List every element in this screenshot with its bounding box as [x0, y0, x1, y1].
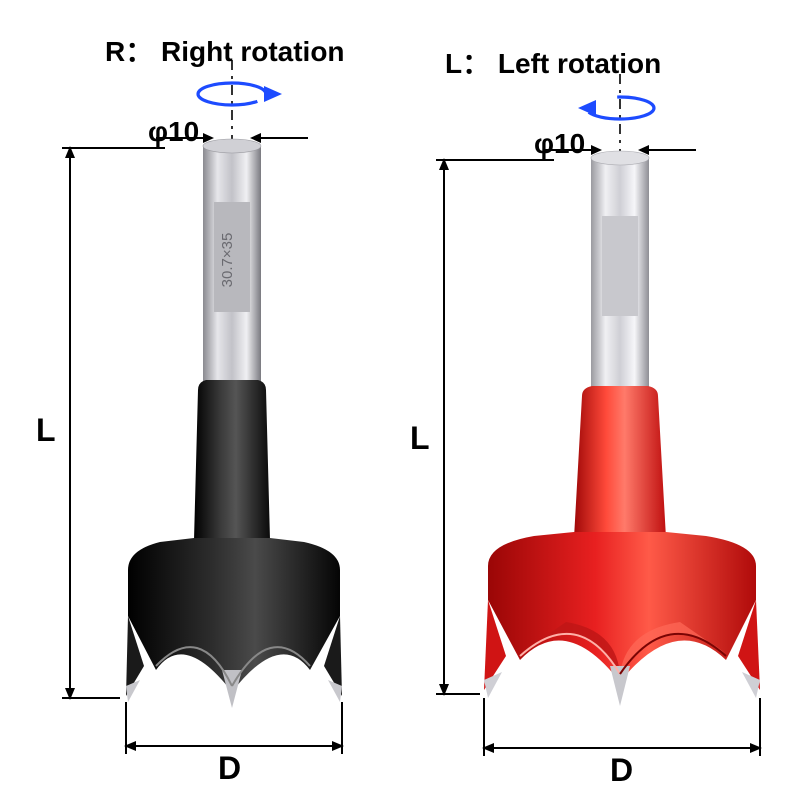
shank-marking-left: 30.7×35 [219, 233, 236, 288]
left-bit-diagram: 30.7×35 [0, 30, 400, 800]
diameter-dim-left [124, 702, 344, 754]
shank-right [591, 151, 649, 398]
length-label-right: L [410, 420, 430, 457]
diameter-dim-right [482, 698, 762, 756]
shank-left: 30.7×35 [203, 139, 261, 394]
diameter-label-right: D [610, 752, 633, 789]
head-right [484, 532, 760, 706]
rotation-arrow-right [578, 97, 654, 119]
rotation-arrow-left [198, 83, 282, 105]
carbide-tip-right [610, 666, 630, 706]
phi10-label-right: φ10 [534, 128, 585, 160]
length-label-left: L [36, 412, 56, 449]
phi10-label-left: φ10 [148, 116, 199, 148]
body-left [194, 380, 270, 540]
diameter-label-left: D [218, 750, 241, 787]
head-left [126, 538, 342, 708]
right-bit-diagram [380, 30, 800, 800]
body-right [574, 386, 666, 538]
